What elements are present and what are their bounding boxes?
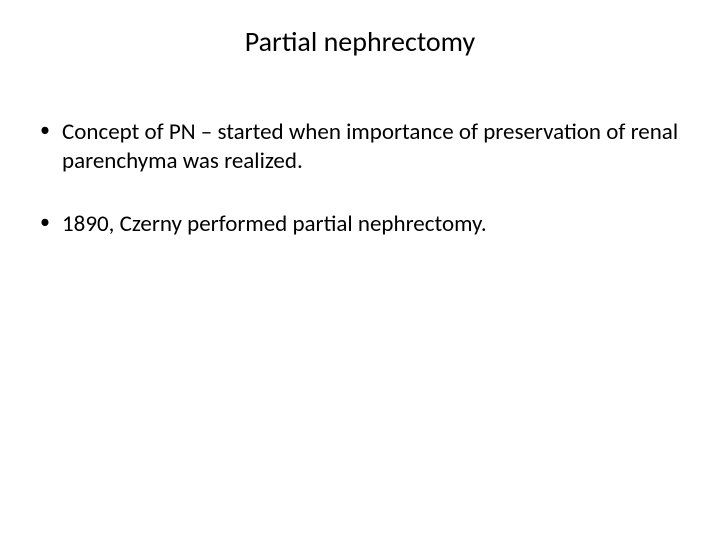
slide-body: Concept of PN – started when importance … — [36, 118, 684, 272]
slide-title: Partial nephrectomy — [0, 24, 720, 59]
slide: Partial nephrectomy Concept of PN – star… — [0, 0, 720, 540]
bullet-list: Concept of PN – started when importance … — [36, 118, 684, 238]
list-item: 1890, Czerny performed partial nephrecto… — [36, 210, 684, 239]
list-item: Concept of PN – started when importance … — [36, 118, 684, 176]
